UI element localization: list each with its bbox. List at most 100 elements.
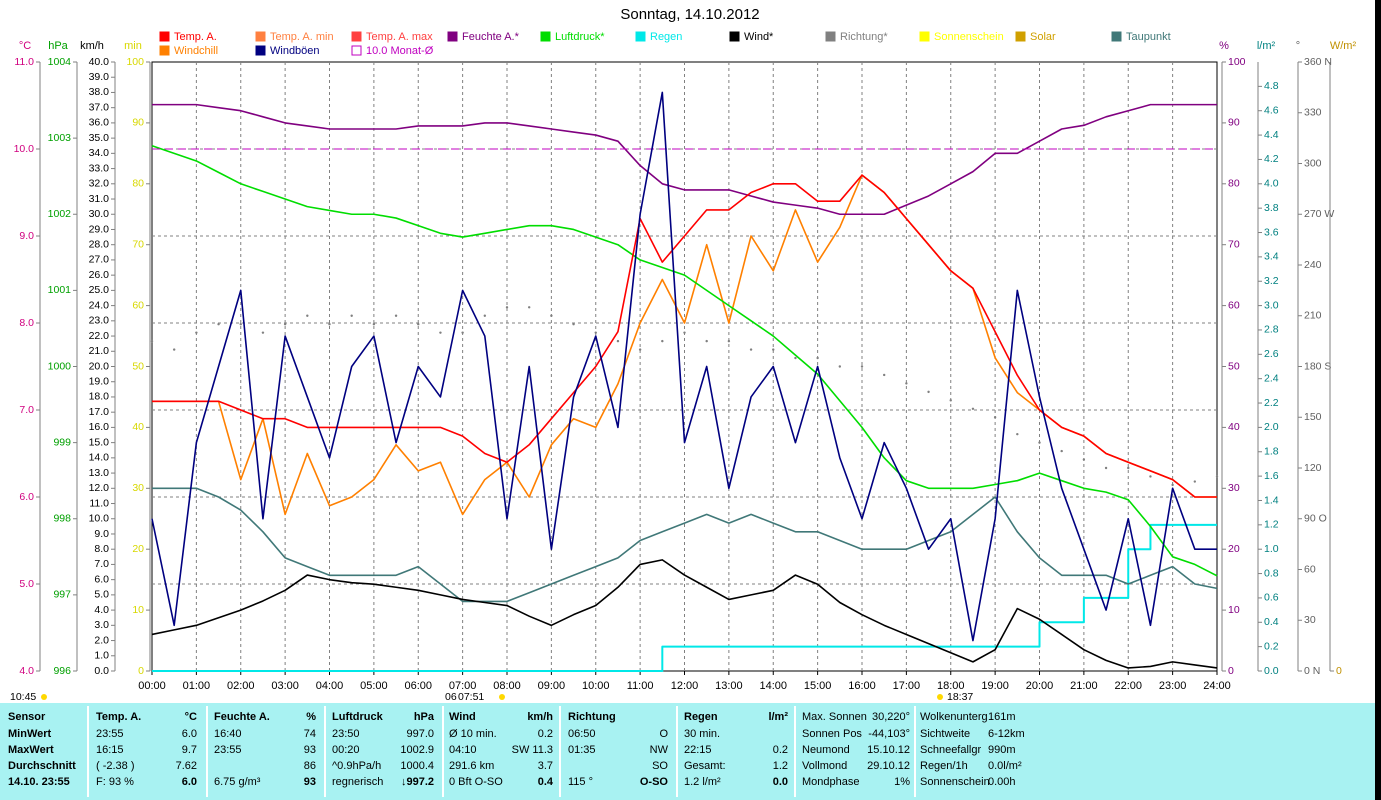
y-tick-label: 50 xyxy=(132,360,144,372)
table-cell: °C xyxy=(185,711,197,723)
legend-label: Windböen xyxy=(270,45,320,57)
y-tick-label: 1000 xyxy=(48,360,72,372)
legend-label: Solar xyxy=(1030,31,1056,43)
table-cell: NW xyxy=(650,744,669,756)
y-tick-label: 150 xyxy=(1304,411,1322,423)
info-label: Vollmond xyxy=(802,760,847,772)
y-tick-label: 3.4 xyxy=(1264,251,1279,263)
legend-swatch xyxy=(351,31,362,42)
table-cell: Durchschnitt xyxy=(8,760,76,772)
direction-dot xyxy=(1082,458,1086,461)
chart-title: Sonntag, 14.10.2012 xyxy=(620,6,759,23)
series-line xyxy=(151,91,1217,642)
y-tick-label: 40.0 xyxy=(89,56,110,68)
direction-dot xyxy=(572,323,575,326)
direction-dot xyxy=(172,348,176,351)
y-tick-label: 70 xyxy=(132,238,144,250)
x-tick-label: 06:00 xyxy=(404,680,432,692)
table-cell: O-SO xyxy=(640,776,669,788)
y-tick-label: 4.6 xyxy=(1264,105,1279,117)
direction-dot xyxy=(661,339,664,343)
y-tick-label: 20 xyxy=(132,543,144,555)
table-cell: 23:55 xyxy=(96,728,124,740)
y-tick-label: 5.0 xyxy=(94,589,109,601)
legend-swatch xyxy=(1015,31,1026,42)
y-tick-label: 0 xyxy=(1228,665,1234,677)
table-cell: 0.2 xyxy=(538,728,553,740)
x-tick-label: 17:00 xyxy=(893,680,921,692)
y-tick-label: 35.0 xyxy=(89,132,110,144)
x-tick-label: 23:00 xyxy=(1159,680,1187,692)
table-cell: 16:40 xyxy=(214,728,242,740)
y-tick-label: 2.0 xyxy=(1264,421,1279,433)
direction-dot xyxy=(816,356,819,360)
y-tick-label: 60 xyxy=(132,299,144,311)
direction-dot xyxy=(727,339,731,343)
y-tick-label: 4.0 xyxy=(1264,178,1279,190)
y-tick-label: 998 xyxy=(53,513,71,525)
axis-unit: hPa xyxy=(48,40,68,52)
table-cell: 30 min. xyxy=(684,728,720,740)
legend-swatch xyxy=(635,31,646,42)
legend-label: Feuchte A.* xyxy=(462,31,520,43)
sunrise-icon xyxy=(499,694,505,700)
info-value: 30,220° xyxy=(872,711,910,723)
y-tick-label: 7.0 xyxy=(19,404,34,416)
x-tick-label: 15:00 xyxy=(804,680,832,692)
y-tick-label: 1004 xyxy=(48,56,72,68)
table-cell: hPa xyxy=(414,711,435,723)
table-cell: 0.2 xyxy=(773,744,788,756)
direction-dot xyxy=(927,390,930,394)
y-tick-label: 330 xyxy=(1304,107,1322,119)
axis-unit: l/m² xyxy=(1257,40,1276,52)
y-tick-label: 1.0 xyxy=(1264,543,1279,555)
table-cell: 01:35 xyxy=(568,744,596,756)
y-tick-label: 6.0 xyxy=(19,491,34,503)
y-tick-label: 90 xyxy=(1228,117,1240,129)
y-tick-label: 270 W xyxy=(1304,208,1334,220)
y-tick-label: 240 xyxy=(1304,259,1322,271)
direction-dot xyxy=(394,314,398,317)
y-tick-label: 3.2 xyxy=(1264,275,1279,287)
direction-dot xyxy=(1149,475,1152,478)
y-tick-label: 23.0 xyxy=(89,315,110,327)
y-tick-label: 80 xyxy=(1228,178,1240,190)
table-cell: km/h xyxy=(527,711,553,723)
legend-label: Wind* xyxy=(744,31,774,43)
y-tick-label: 0.8 xyxy=(1264,567,1279,579)
y-tick-label: 1.6 xyxy=(1264,470,1279,482)
time-annotation: 06 xyxy=(445,691,457,703)
y-tick-label: 29.0 xyxy=(89,223,110,235)
y-tick-label: 2.8 xyxy=(1264,324,1279,336)
x-tick-label: 19:00 xyxy=(981,680,1009,692)
legend-swatch xyxy=(255,45,266,56)
time-annotation: 18:37 xyxy=(947,691,973,703)
direction-dot xyxy=(1038,441,1041,444)
info-label: Schneefallgr xyxy=(920,744,981,756)
table-cell: 0.4 xyxy=(538,776,554,788)
direction-dot xyxy=(239,323,242,326)
y-tick-label: 40 xyxy=(132,421,144,433)
legend-label: Windchill xyxy=(174,45,218,57)
table-cell: % xyxy=(306,711,316,723)
x-tick-label: 13:00 xyxy=(715,680,743,692)
y-tick-label: 2.2 xyxy=(1264,397,1279,409)
direction-dot xyxy=(794,356,797,360)
y-tick-label: 210 xyxy=(1304,310,1322,322)
legend-swatch xyxy=(1111,31,1122,42)
direction-dot xyxy=(461,331,464,334)
legend-swatch xyxy=(159,31,170,42)
direction-dot xyxy=(283,323,287,326)
y-tick-label: 100 xyxy=(126,56,144,68)
y-tick-label: 3.0 xyxy=(1264,299,1279,311)
x-tick-label: 02:00 xyxy=(227,680,255,692)
y-tick-label: 25.0 xyxy=(89,284,110,296)
direction-dot xyxy=(261,331,265,334)
y-tick-label: 90 O xyxy=(1304,513,1327,525)
direction-dot xyxy=(638,348,642,351)
table-cell: Sensor xyxy=(8,711,46,723)
table-cell: 06:50 xyxy=(568,728,596,740)
direction-dot xyxy=(439,331,442,334)
y-tick-label: 2.4 xyxy=(1264,372,1279,384)
